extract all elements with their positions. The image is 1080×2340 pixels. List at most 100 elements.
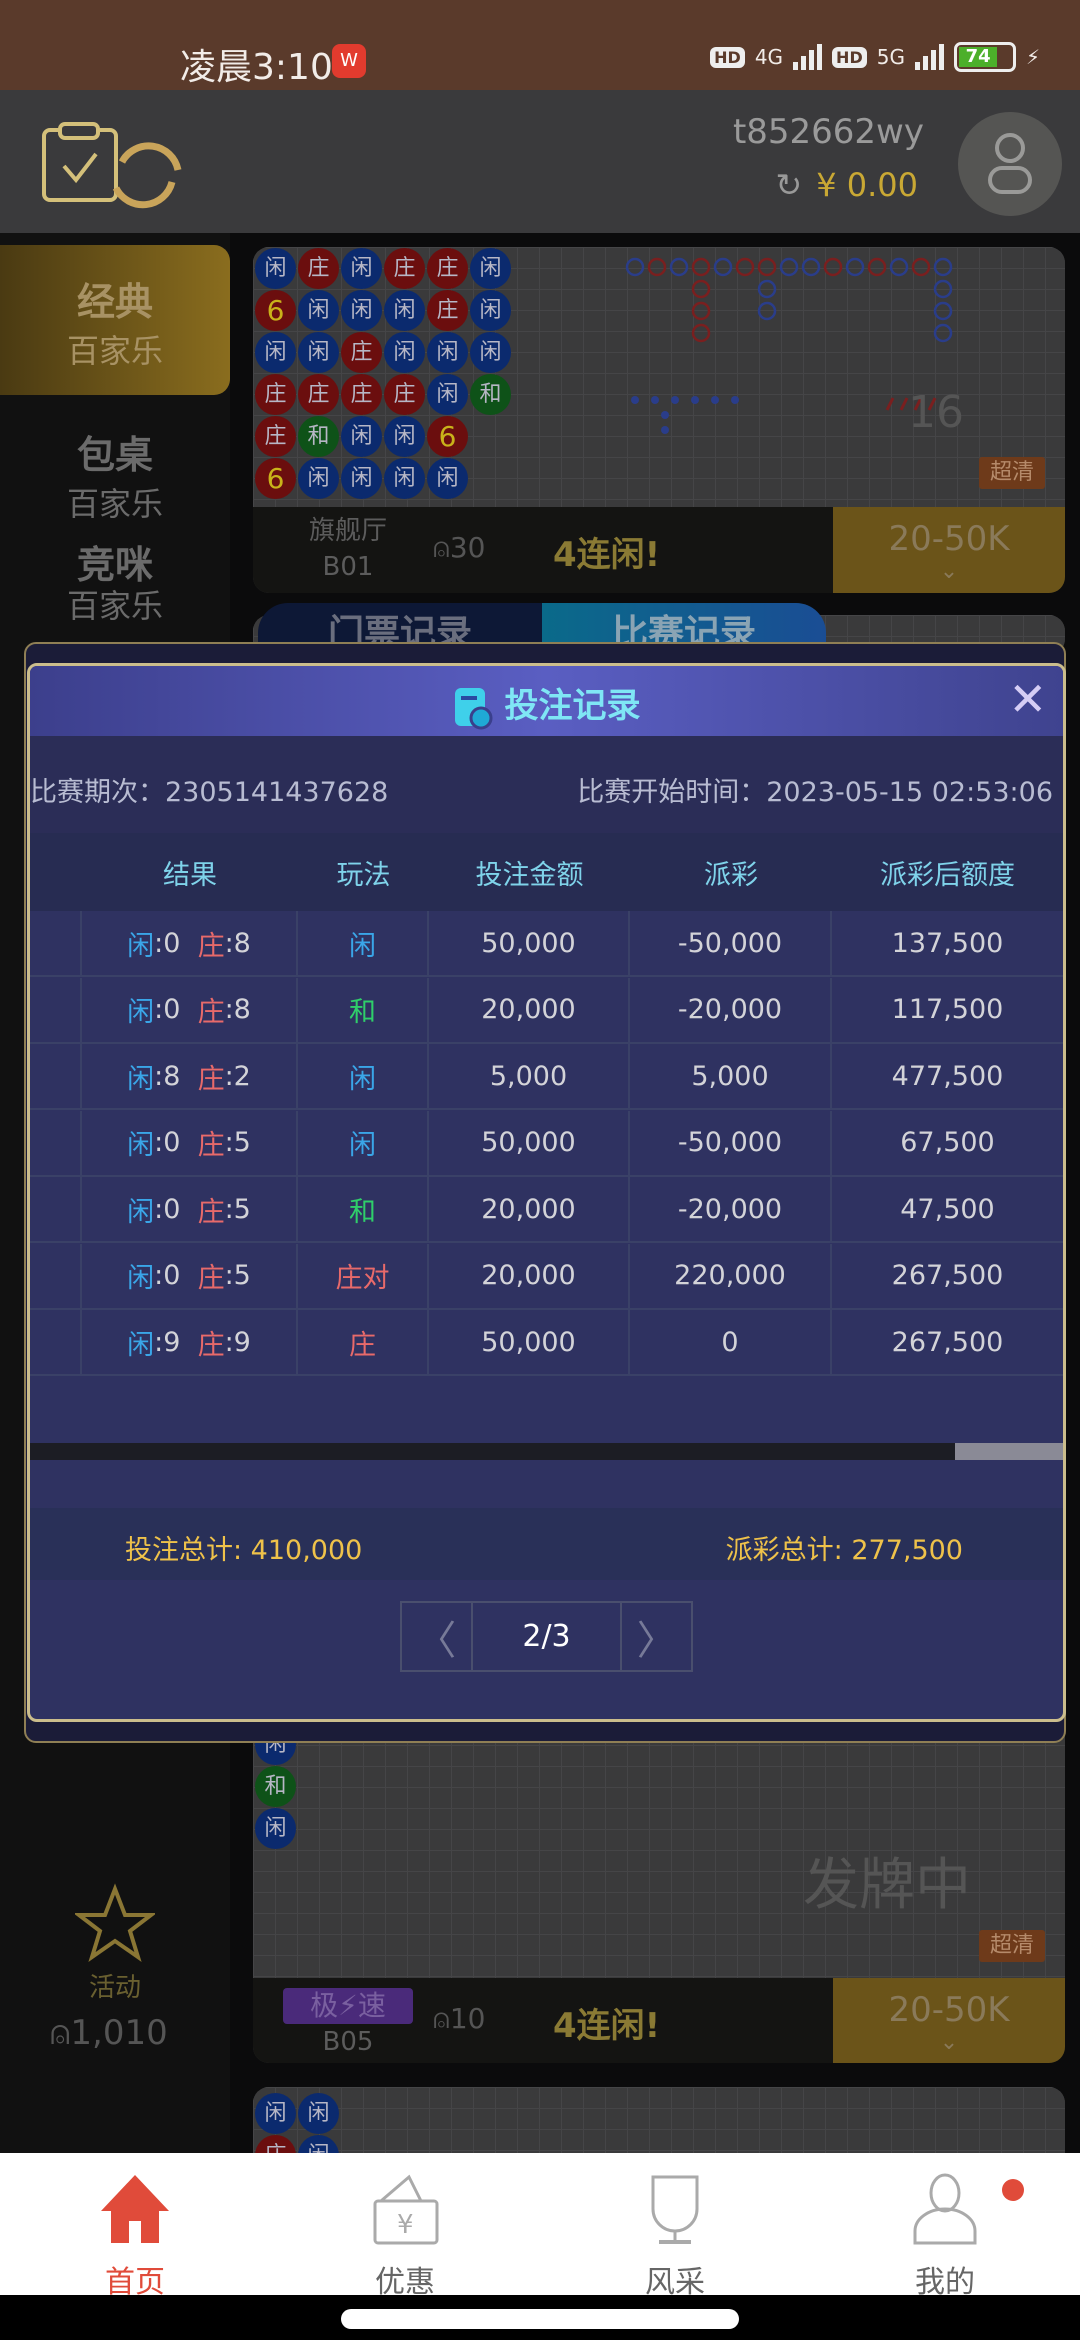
- bead: 闲: [341, 248, 382, 289]
- play-cell: 和: [298, 977, 429, 1042]
- table-row: 闲:0 庄:8 闲 50,000 -50,000 137,500: [30, 911, 1063, 977]
- dealing-status: 发牌中: [803, 1853, 971, 1918]
- play-cell: 和: [298, 1177, 429, 1241]
- balance-cell: 267,500: [891, 1326, 1004, 1358]
- big-road: [625, 257, 953, 434]
- home-indicator-bar[interactable]: [341, 2309, 739, 2329]
- bead: 庄: [341, 332, 382, 373]
- balance-cell: 137,500: [891, 927, 1004, 959]
- home-indicator: [0, 2295, 1080, 2340]
- bet-cell: 50,000: [429, 1110, 630, 1175]
- horizontal-scrollbar[interactable]: [30, 1443, 1063, 1460]
- table-users: ⍝10: [433, 2002, 486, 2035]
- bead: 闲: [384, 458, 425, 499]
- refresh-balance-icon[interactable]: ↻: [775, 166, 803, 204]
- sidebar-item-private[interactable]: 包桌 百家乐: [66, 433, 163, 523]
- room-name: 极⚡速 B05: [283, 1984, 413, 2060]
- bead: 闲: [255, 1808, 296, 1849]
- bet-limit-button[interactable]: 20-50K ⌄: [833, 507, 1065, 593]
- bead: 6: [255, 290, 296, 331]
- bead: 闲: [384, 332, 425, 373]
- nav-home[interactable]: 首页: [0, 2153, 270, 2300]
- table-row: 闲:0 庄:5 和 20,000 -20,000 47,500: [30, 1177, 1063, 1243]
- battery-icon: 74: [953, 42, 1016, 72]
- table-row: 闲:0 庄:5 庄对 20,000 220,000 267,500: [30, 1243, 1063, 1310]
- row-spacer: [30, 1310, 82, 1374]
- next-page-button[interactable]: 〉: [636, 1617, 677, 1664]
- nav-mine[interactable]: 我的: [810, 2153, 1080, 2300]
- app-notification-icon: W: [332, 44, 366, 78]
- bead: 闲: [298, 458, 339, 499]
- result-cell: 闲:0 庄:5: [82, 1243, 298, 1308]
- record-icon: [454, 687, 492, 729]
- trophy-icon: [651, 2175, 699, 2244]
- play-cell: 闲: [298, 1110, 429, 1175]
- svg-text:¥: ¥: [397, 2210, 414, 2240]
- bead: 闲: [427, 374, 468, 415]
- payout-cell: -50,000: [630, 911, 832, 975]
- check-in-refresh-icon[interactable]: [40, 122, 200, 212]
- signal-icon: [914, 44, 944, 70]
- col-payout: 派彩: [704, 859, 758, 891]
- col-balance: 派彩后额度: [880, 859, 1015, 891]
- room-name: 旗舰厅 B01: [308, 516, 387, 582]
- table-row: 闲:0 庄:8 和 20,000 -20,000 117,500: [30, 977, 1063, 1044]
- row-spacer: [30, 911, 82, 975]
- bet-limit-button[interactable]: 20-50K ⌄: [833, 1978, 1065, 2063]
- close-icon[interactable]: ✕: [1008, 672, 1047, 726]
- bead: 闲: [384, 290, 425, 331]
- bead: 闲: [341, 416, 382, 457]
- totals-bar: 投注总计: 410,000 派彩总计: 277,500: [30, 1508, 1063, 1580]
- balance-cell: 47,500: [900, 1193, 995, 1225]
- row-spacer: [30, 1243, 82, 1308]
- bead: 闲: [384, 416, 425, 457]
- play-cell: 闲: [298, 911, 429, 975]
- sidebar-item-classic[interactable]: 经典 百家乐: [0, 245, 230, 395]
- chevron-down-icon: ⌄: [939, 559, 959, 584]
- status-time: 凌晨3:10: [180, 47, 333, 88]
- nav-showcase[interactable]: 风采: [540, 2153, 810, 2300]
- speed-badge: 极⚡速: [283, 1988, 413, 2024]
- user-icon: [913, 2173, 977, 2245]
- coupon-icon: ¥: [373, 2174, 439, 2245]
- bet-cell: 20,000: [429, 1177, 630, 1241]
- home-icon: [101, 2175, 169, 2243]
- avatar[interactable]: [958, 112, 1062, 216]
- bead: 6: [255, 458, 296, 499]
- user-icon: ⍝: [433, 531, 450, 564]
- streak-label: 4连闲!: [553, 2006, 661, 2046]
- sidebar-item-squeeze[interactable]: 竞咪 百家乐: [66, 543, 163, 625]
- play-cell: 庄: [298, 1310, 429, 1374]
- balance: ↻ ¥ 0.00: [775, 166, 918, 204]
- play-cell: 庄对: [298, 1243, 429, 1308]
- activity-button[interactable]: 活动: [0, 1883, 230, 2004]
- bead: 闲: [298, 332, 339, 373]
- balance-cell: 477,500: [891, 1060, 1004, 1092]
- network-label: 4G: [754, 45, 784, 69]
- prev-page-button[interactable]: 〈: [416, 1617, 457, 1664]
- col-result: 结果: [163, 859, 217, 891]
- bead: 和: [255, 1766, 296, 1807]
- round-count: 16: [908, 387, 964, 438]
- col-bet: 投注金额: [475, 859, 584, 891]
- table-row: 闲:8 庄:2 闲 5,000 5,000 477,500: [30, 1044, 1063, 1110]
- bet-cell: 20,000: [429, 1243, 630, 1308]
- bead: 闲: [255, 248, 296, 289]
- round-info: 比赛期次：2305141437628: [30, 777, 389, 808]
- table-header: 结果 玩法 投注金额 派彩 派彩后额度: [30, 833, 1063, 911]
- bead: 闲: [255, 2093, 296, 2134]
- payout-cell: 5,000: [630, 1044, 832, 1108]
- user-icon: ⍝: [433, 2002, 450, 2035]
- bead: 闲: [427, 458, 468, 499]
- activity-label: 活动: [88, 1973, 141, 2003]
- nav-promotions[interactable]: ¥ 优惠: [270, 2153, 540, 2300]
- result-cell: 闲:9 庄:9: [82, 1310, 298, 1374]
- charging-icon: ⚡: [1025, 45, 1040, 69]
- scrollbar-thumb[interactable]: [30, 1443, 955, 1460]
- bead: 闲: [470, 290, 511, 331]
- bet-record-modal: 投注记录 ✕ 比赛期次：2305141437628 比赛开始时间：2023-05…: [27, 663, 1066, 1722]
- table-row: 闲:9 庄:9 庄 50,000 0 267,500: [30, 1310, 1063, 1376]
- username: t852662wy: [732, 112, 924, 152]
